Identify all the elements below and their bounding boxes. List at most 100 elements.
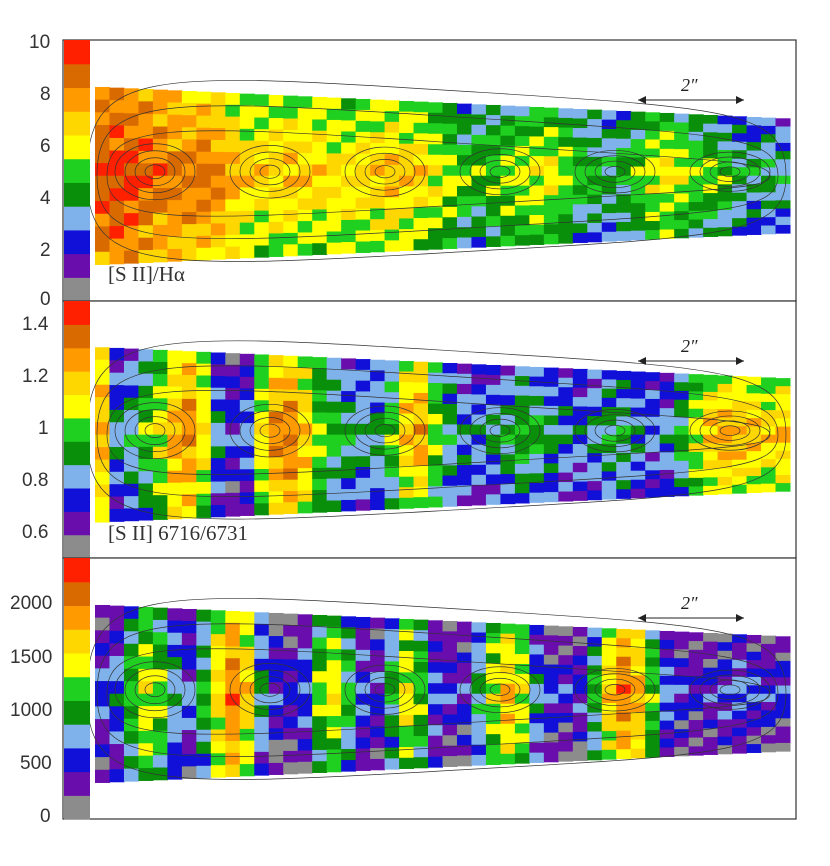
- heatmap-cell: [355, 726, 371, 739]
- heatmap-cell: [239, 658, 255, 671]
- contour-ring: [374, 424, 396, 438]
- heatmap-cell: [471, 155, 487, 167]
- heatmap-cell: [399, 629, 415, 641]
- heatmap-cell: [616, 647, 632, 658]
- heatmap-cell: [775, 734, 791, 744]
- heatmap-cell: [384, 747, 400, 759]
- heatmap-cell: [283, 164, 299, 177]
- heatmap-cell: [456, 434, 472, 446]
- heatmap-cell: [471, 364, 487, 375]
- heatmap-cell: [268, 141, 284, 154]
- heatmap-cell: [514, 195, 530, 206]
- heatmap-cell: [239, 128, 255, 142]
- heatmap-cell: [428, 383, 443, 394]
- heatmap-cell: [688, 460, 704, 470]
- heatmap-cell: [572, 722, 588, 733]
- heatmap-cell: [312, 209, 328, 222]
- heatmap-cell: [659, 425, 675, 436]
- heatmap-cell: [225, 717, 241, 730]
- heatmap-cell: [587, 481, 603, 491]
- heatmap-cell: [456, 196, 472, 208]
- heatmap-cell: [616, 398, 632, 408]
- heatmap-cell: [775, 216, 791, 226]
- scale-bar: 2″: [638, 593, 744, 622]
- heatmap-cell: [572, 232, 588, 243]
- heatmap-cell: [500, 185, 516, 197]
- heatmap-cell: [601, 157, 617, 167]
- heatmap-cell: [152, 718, 168, 732]
- heatmap-cell: [703, 227, 719, 237]
- heatmap-cell: [123, 496, 139, 509]
- heatmap-cell: [326, 164, 342, 177]
- heatmap-cells: [95, 604, 791, 783]
- tick-label: 10: [29, 32, 50, 53]
- heatmap-cell: [297, 705, 313, 717]
- heatmap-cell: [123, 606, 139, 620]
- heatmap-cell: [413, 445, 429, 456]
- heatmap-cell: [341, 186, 357, 199]
- heatmap-cell: [413, 476, 429, 488]
- heatmap-cell: [717, 443, 733, 453]
- heatmap-cell: [399, 197, 415, 209]
- heatmap-cell: [717, 409, 733, 419]
- heatmap-cell: [572, 750, 588, 761]
- heatmap-cell: [167, 126, 183, 140]
- heatmap-cell: [355, 671, 371, 684]
- heatmap-cell: [297, 198, 313, 211]
- heatmap-cell: [630, 434, 646, 445]
- heatmap-cell: [746, 209, 762, 219]
- heatmap-cell: [283, 693, 299, 706]
- heatmap-cell: [601, 213, 617, 223]
- heatmap-cell: [428, 455, 443, 467]
- contour-ring: [459, 148, 541, 196]
- heatmap-cell: [659, 175, 675, 186]
- heatmap-cell: [601, 119, 617, 130]
- heatmap-cell: [268, 659, 284, 672]
- heatmap-cell: [341, 423, 357, 436]
- heatmap-cell: [500, 125, 516, 137]
- contour-ring: [479, 677, 521, 702]
- heatmap-cell: [645, 684, 661, 695]
- heatmap-cell: [355, 413, 371, 425]
- colorbar-swatch: [64, 652, 90, 678]
- heatmap-cell: [355, 627, 371, 640]
- contour-ring: [479, 159, 521, 184]
- heatmap-cell: [239, 717, 255, 730]
- heatmap-cell: [601, 628, 617, 639]
- heatmap-cell: [616, 749, 632, 759]
- heatmap-cell: [471, 374, 487, 385]
- heatmap-cell: [196, 633, 212, 647]
- heatmap-cell: [210, 375, 226, 389]
- heatmap-cell: [370, 153, 386, 166]
- heatmap-cell: [225, 622, 241, 636]
- heatmap-cell: [601, 110, 617, 121]
- heatmap-cell: [616, 184, 632, 195]
- heatmap-cell: [283, 400, 299, 413]
- heatmap-cell: [254, 728, 270, 741]
- heatmap-cell: [616, 166, 632, 177]
- heatmap-cell: [341, 638, 357, 650]
- heatmap-cell: [225, 152, 241, 165]
- heatmap-cell: [746, 158, 762, 168]
- heatmap-cell: [341, 715, 357, 728]
- heatmap-cell: [297, 356, 313, 369]
- heatmap-cell: [109, 112, 125, 126]
- heatmap-cell: [428, 672, 443, 684]
- heatmap-cell: [413, 497, 429, 509]
- heatmap-cell: [500, 395, 516, 406]
- heatmap-cell: [775, 378, 791, 387]
- heatmap-cell: [370, 498, 386, 511]
- heatmap-cell: [210, 163, 226, 177]
- heatmap-cell: [500, 175, 516, 187]
- heatmap-cell: [123, 125, 139, 139]
- heatmap-cell: [399, 661, 415, 673]
- heatmap-cell: [717, 132, 733, 142]
- heatmap-cell: [717, 141, 733, 151]
- heatmap-cell: [239, 222, 255, 235]
- heatmap-cell: [123, 731, 139, 745]
- heatmap-cell: [138, 237, 154, 251]
- heatmap-cell: [558, 175, 574, 186]
- heatmap-cell: [558, 751, 574, 762]
- heatmap-cell: [384, 381, 400, 393]
- heatmap-cell: [775, 118, 791, 128]
